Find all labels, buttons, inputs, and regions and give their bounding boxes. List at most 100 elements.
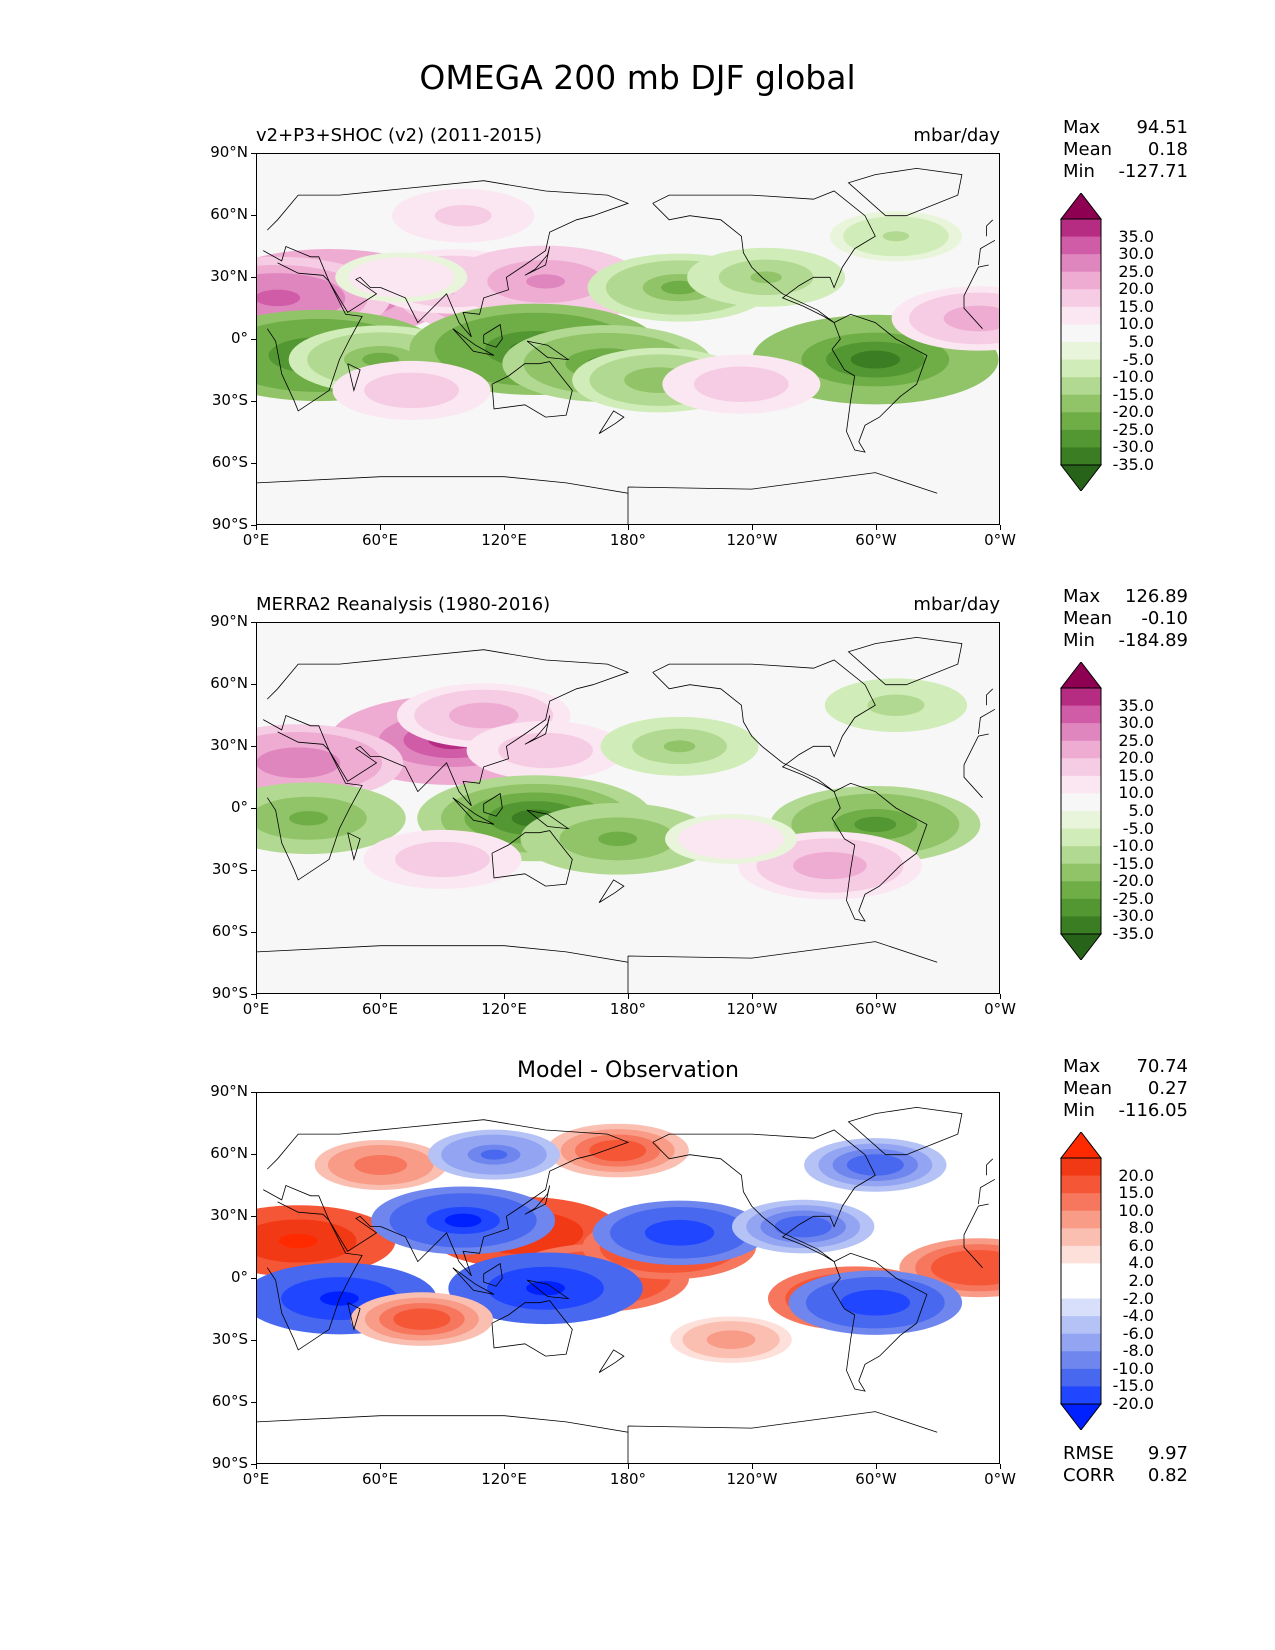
- y-tick-mark: [251, 1277, 256, 1279]
- field-contour: [718, 1335, 744, 1345]
- coastline: [257, 1411, 938, 1463]
- colorbar-bin: [1061, 1158, 1101, 1177]
- colorbar-bin: [1061, 236, 1101, 255]
- y-tick-mark: [251, 1215, 256, 1217]
- field-anomalies: [257, 188, 999, 420]
- x-tick-label: 120°E: [481, 531, 527, 549]
- colorbar-tick-label: 15.0: [1118, 765, 1154, 785]
- field-contour: [529, 744, 562, 757]
- field-contour: [603, 1145, 632, 1156]
- y-tick-mark: [251, 276, 256, 278]
- y-tick-label: 30°S: [211, 860, 248, 878]
- y-tick-mark: [251, 807, 256, 809]
- coastline: [347, 363, 361, 392]
- field-contour: [526, 1281, 565, 1296]
- colorbar-bin: [1061, 723, 1101, 742]
- field-contour: [426, 853, 459, 866]
- coastline: [598, 410, 625, 434]
- x-tick-mark: [999, 525, 1001, 530]
- colorbar-tick-label: -35.0: [1112, 924, 1154, 943]
- panel-diff-colorbar: [1059, 1132, 1103, 1430]
- coastline: [257, 472, 938, 524]
- diff-stat-mean-value: 0.27: [1147, 1078, 1188, 1099]
- y-tick-mark: [251, 869, 256, 871]
- x-tick-label: 120°W: [726, 531, 778, 549]
- colorbar-bin: [1061, 1368, 1101, 1387]
- colorbar-bin: [1061, 688, 1101, 707]
- y-tick-mark: [251, 152, 256, 154]
- colorbar-bin: [1061, 1245, 1101, 1264]
- colorbar-bin: [1061, 775, 1101, 794]
- colorbar-bin: [1061, 342, 1101, 361]
- coastline: [452, 328, 495, 356]
- colorbar-tick-label: 5.0: [1128, 332, 1154, 351]
- colorbar-tick-label: 10.0: [1118, 1200, 1154, 1220]
- x-tick-mark: [503, 1464, 505, 1469]
- y-tick-mark: [251, 338, 256, 340]
- field-contour: [857, 1296, 893, 1310]
- colorbar-bin: [1061, 394, 1101, 413]
- coastline: [598, 879, 625, 903]
- field-contour: [388, 272, 415, 283]
- coastline: [452, 797, 495, 825]
- diff-stat-mean-label: Mean: [1063, 1078, 1113, 1099]
- panel-model-left-title: v2+P3+SHOC (v2) (2011-2015): [256, 125, 543, 146]
- field-contour: [788, 1221, 818, 1232]
- x-tick-mark: [503, 994, 505, 999]
- x-tick-mark: [875, 525, 877, 530]
- colorbar-bin: [1061, 1386, 1101, 1405]
- colorbar-bin: [1061, 793, 1101, 812]
- colorbar-tick-label: 10.0: [1118, 783, 1154, 803]
- coastline: [524, 1185, 551, 1215]
- colorbar-tick-label: -4.0: [1122, 1306, 1154, 1326]
- y-tick-label: 0°: [230, 329, 248, 347]
- colorbar-tick-label: -20.0: [1112, 871, 1154, 891]
- colorbar-tick-label: 30.0: [1118, 713, 1154, 733]
- field-contour: [367, 1159, 394, 1170]
- y-tick-mark: [251, 1463, 256, 1465]
- field-contour: [750, 271, 782, 284]
- y-tick-mark: [251, 931, 256, 933]
- colorbar-bin: [1061, 289, 1101, 308]
- rmse-label: RMSE: [1063, 1443, 1114, 1464]
- colorbar-tick-label: 8.0: [1128, 1218, 1154, 1238]
- x-tick-label: 60°E: [361, 1470, 399, 1488]
- colorbar-tick-label: -10.0: [1112, 836, 1154, 856]
- field-contour: [662, 1226, 697, 1240]
- field-contour: [277, 755, 320, 771]
- colorbar-tick-label: -35.0: [1112, 455, 1154, 474]
- coastline: [652, 190, 876, 323]
- coastline: [263, 180, 996, 338]
- coastline: [524, 246, 551, 276]
- field-contour: [466, 709, 502, 722]
- colorbar-tick-label: -15.0: [1112, 1376, 1154, 1396]
- field-contour: [717, 833, 745, 844]
- y-tick-mark: [251, 1401, 256, 1403]
- x-tick-mark: [379, 1464, 381, 1469]
- coastline: [266, 731, 989, 881]
- colorbar-bin: [1061, 811, 1101, 830]
- coastlines: [257, 167, 996, 524]
- colorbar-tick-label: 20.0: [1118, 1165, 1154, 1185]
- y-tick-mark: [251, 1091, 256, 1093]
- x-tick-label: 180°: [609, 1000, 647, 1018]
- x-tick-label: 0°W: [984, 531, 1016, 549]
- colorbar-extend-top: [1059, 193, 1103, 220]
- colorbar-bin: [1061, 1298, 1101, 1317]
- colorbar-tick-label: -5.0: [1122, 349, 1154, 369]
- obs-stat-max-label: Max: [1063, 586, 1101, 607]
- colorbar-bin: [1061, 219, 1101, 238]
- colorbar-tick-label: 25.0: [1118, 730, 1154, 750]
- rmse-value: 9.97: [1147, 1443, 1188, 1464]
- x-tick-label: 120°E: [481, 1470, 527, 1488]
- field-contour: [882, 231, 910, 242]
- field-contour: [962, 1261, 995, 1274]
- colorbar-bin: [1061, 429, 1101, 448]
- coastline: [483, 792, 503, 817]
- coastline: [257, 941, 938, 993]
- colorbar-bin: [1061, 1281, 1101, 1300]
- colorbar-bin: [1061, 377, 1101, 396]
- coastline: [847, 636, 963, 686]
- obs-stat-mean-label: Mean: [1063, 608, 1113, 629]
- coastline: [831, 782, 928, 922]
